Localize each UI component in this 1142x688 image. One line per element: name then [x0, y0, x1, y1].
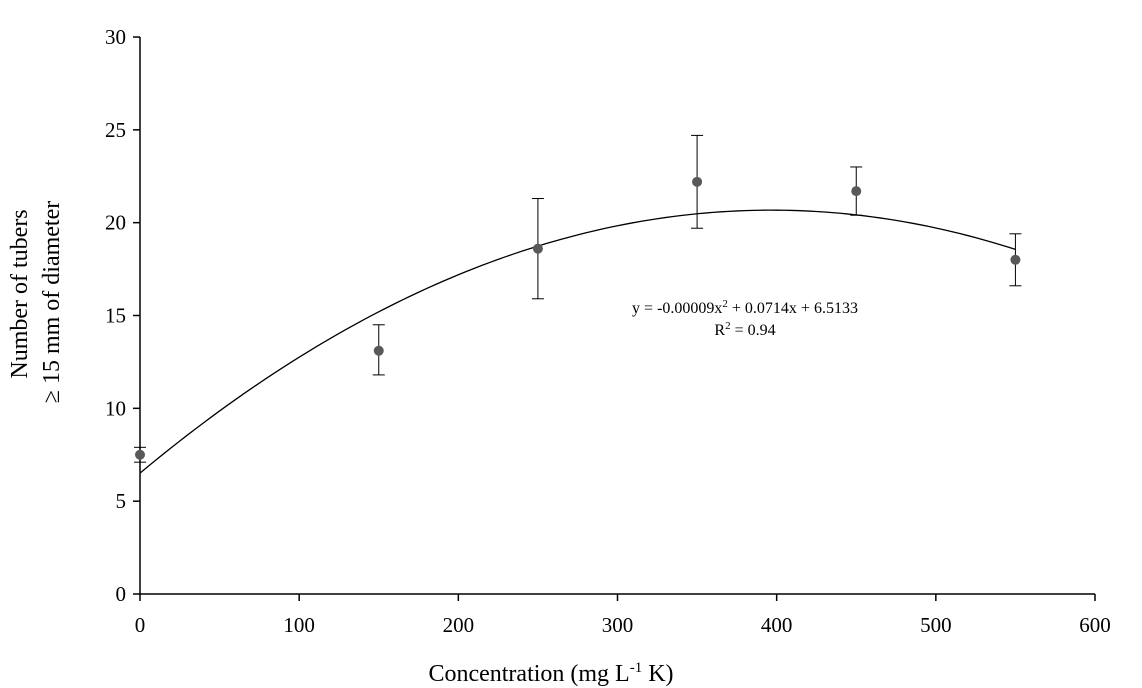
y-tick-label-0: 0	[116, 582, 127, 606]
y-axis-title-line2: ≥ 15 mm of diameter	[39, 201, 65, 403]
x-axis-title: Concentration (mg L-1 K)	[428, 660, 673, 687]
y-tick-label-25: 25	[105, 118, 126, 142]
data-point-3	[692, 176, 703, 187]
y-tick-label-15: 15	[105, 304, 126, 328]
data-point-0	[135, 449, 145, 460]
y-tick-label-20: 20	[105, 211, 126, 235]
tick-marks	[133, 36, 1096, 601]
data-point-5	[1010, 254, 1021, 265]
y-axis-title-line1: Number of tubers	[7, 209, 33, 378]
trendline	[139, 209, 1016, 474]
data-point-2	[532, 243, 543, 254]
trendline-equation: y = -0.00009x2 + 0.0714x + 6.5133	[632, 298, 858, 317]
y-tick-label-30: 30	[105, 25, 126, 49]
error-bars	[134, 134, 1022, 463]
axes	[139, 37, 1095, 595]
x-tick-label-500: 500	[920, 613, 952, 637]
y-tick-label-10: 10	[105, 396, 126, 420]
data-point-1	[373, 345, 384, 356]
x-tick-label-0: 0	[135, 613, 146, 637]
r-squared-label: R2 = 0.94	[714, 320, 775, 339]
x-tick-label-400: 400	[761, 613, 793, 637]
x-tick-label-100: 100	[283, 613, 315, 637]
x-tick-label-600: 600	[1079, 613, 1111, 637]
x-tick-label-300: 300	[602, 613, 634, 637]
trendline-group	[139, 209, 1016, 474]
data-point-4	[851, 186, 862, 197]
y-tick-label-5: 5	[116, 489, 127, 513]
x-tick-label-200: 200	[443, 613, 475, 637]
data-points	[135, 176, 1021, 460]
